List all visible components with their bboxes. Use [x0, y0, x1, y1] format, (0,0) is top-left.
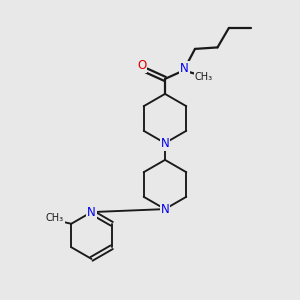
- Text: CH₃: CH₃: [194, 72, 212, 82]
- Text: CH₃: CH₃: [46, 213, 64, 224]
- Text: N: N: [87, 206, 96, 219]
- Text: N: N: [160, 202, 169, 216]
- Text: O: O: [137, 59, 146, 73]
- Text: N: N: [180, 62, 189, 75]
- Text: N: N: [160, 136, 169, 150]
